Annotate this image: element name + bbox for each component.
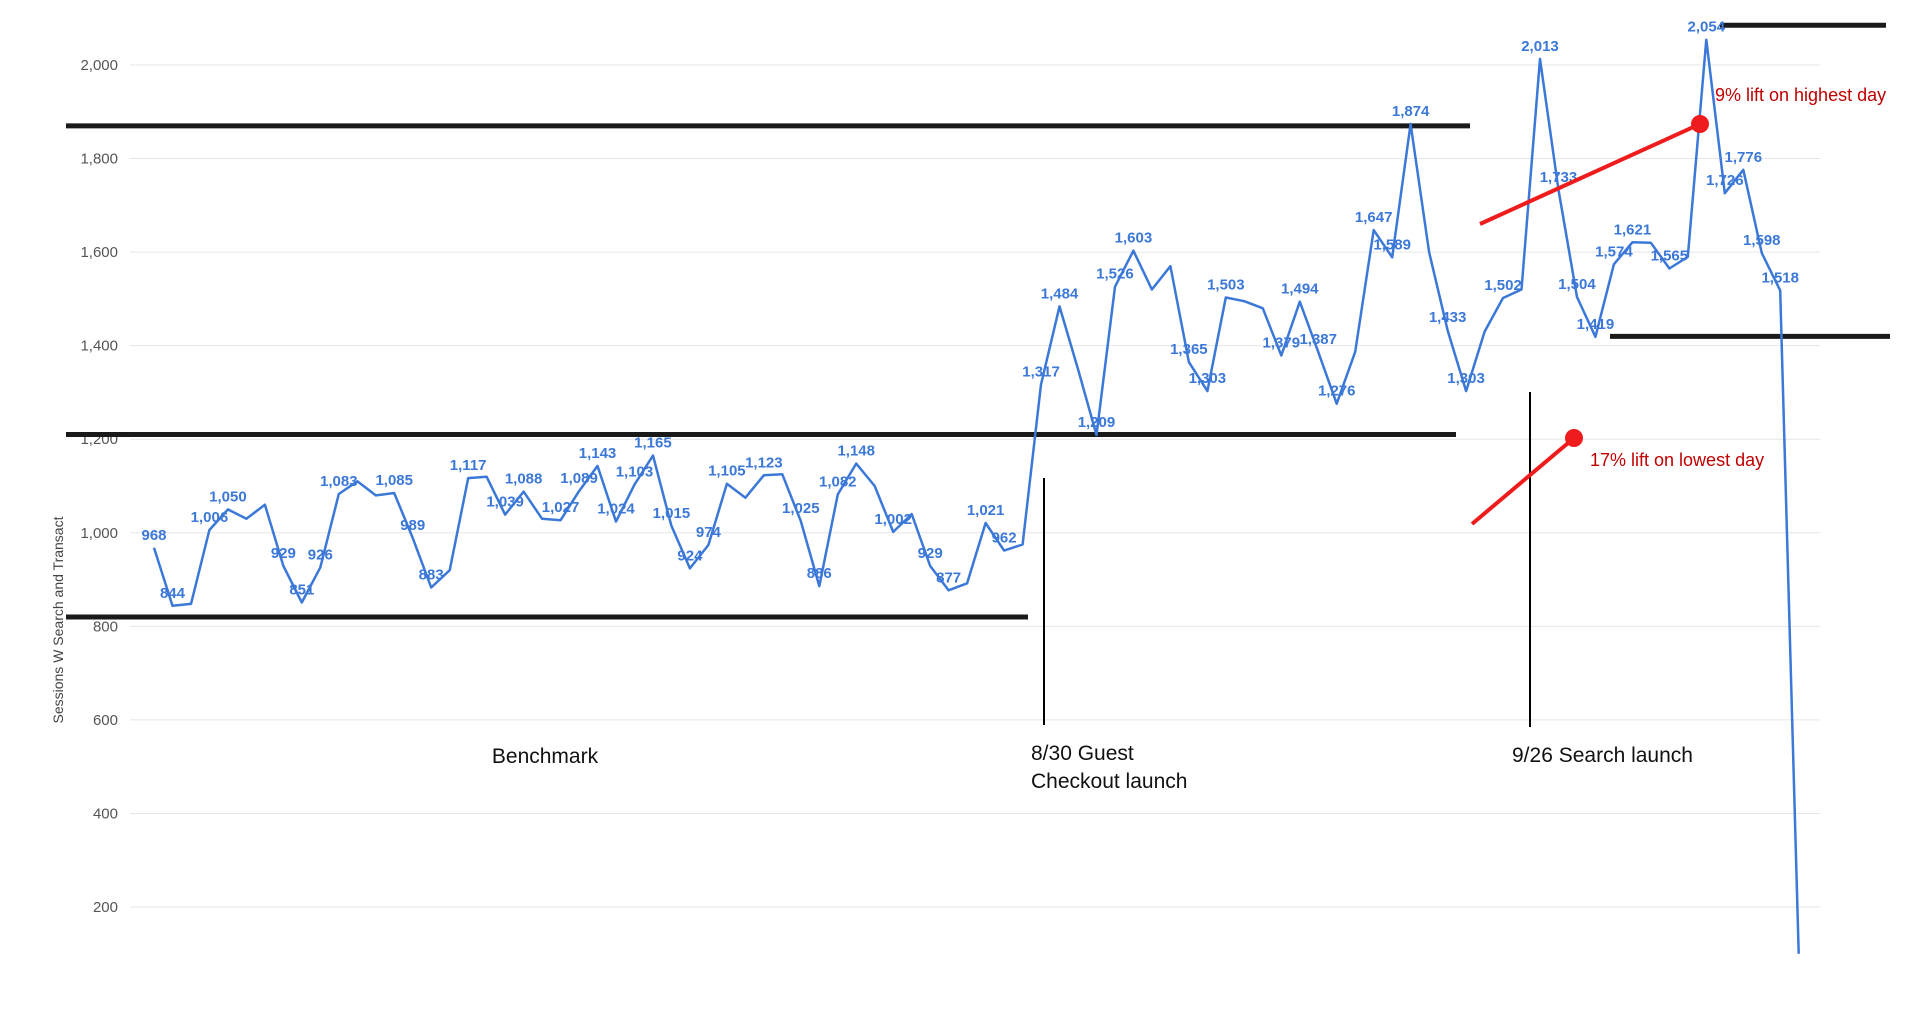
annotation-lift-highest: 9% lift on highest day (1715, 85, 1886, 105)
data-label: 1,433 (1429, 309, 1467, 326)
data-label: 1,365 (1170, 341, 1208, 358)
data-label: 1,006 (191, 509, 229, 526)
annotation-guest-checkout-line2: Checkout launch (1031, 770, 1187, 793)
data-label: 1,143 (579, 445, 617, 462)
y-tick-label: 1,600 (80, 244, 118, 261)
data-label: 1,083 (320, 473, 358, 490)
data-label: 1,874 (1392, 103, 1430, 120)
lift-line-lowest (1470, 436, 1576, 526)
data-label: 1,148 (837, 443, 875, 460)
data-label: 1,123 (745, 454, 783, 471)
data-labels: 968 844 1,006 1,050 929 851 926 1,083 1,085 989 88… (141, 19, 1799, 602)
data-label: 1,484 (1041, 285, 1079, 302)
data-label: 1,085 (375, 472, 413, 489)
data-label: 1,103 (616, 464, 654, 481)
reference-lines (66, 22, 1890, 620)
data-label: 1,726 (1706, 172, 1744, 189)
data-label: 2,013 (1521, 38, 1559, 55)
data-label: 1,502 (1484, 277, 1522, 294)
data-label: 1,039 (486, 494, 524, 511)
data-label: 886 (807, 565, 832, 582)
data-label: 844 (160, 585, 186, 602)
data-label: 1,082 (819, 473, 857, 490)
data-label: 1,317 (1022, 364, 1060, 381)
data-label: 1,565 (1651, 247, 1689, 264)
annotation-benchmark: Benchmark (492, 745, 599, 768)
series-line (152, 38, 1800, 954)
data-label: 1,526 (1096, 266, 1134, 283)
y-axis-label: Sessions W Search and Transact (50, 516, 66, 723)
data-label: 1,503 (1207, 276, 1245, 293)
y-tick-label: 2,000 (80, 57, 118, 74)
launch-markers (1043, 392, 1531, 727)
data-label: 1,518 (1761, 269, 1799, 286)
data-label: 974 (696, 524, 722, 541)
data-label: 1,089 (560, 470, 598, 487)
data-label: 1,105 (708, 463, 746, 480)
data-label: 1,021 (967, 502, 1005, 519)
data-label: 1,088 (505, 471, 543, 488)
data-label: 1,621 (1614, 221, 1652, 238)
data-label: 1,024 (597, 501, 635, 518)
data-label: 1,002 (874, 511, 912, 528)
data-label: 1,117 (450, 457, 487, 474)
data-label: 968 (141, 527, 166, 544)
data-label: 1,387 (1299, 331, 1337, 348)
lift-dot-lowest (1565, 429, 1583, 447)
data-label: 1,015 (653, 505, 691, 522)
data-label: 989 (400, 517, 425, 534)
y-tick-label: 1,000 (80, 525, 118, 542)
data-label: 1,027 (542, 499, 580, 516)
y-tick-label: 200 (93, 899, 118, 916)
data-label: 929 (918, 545, 943, 562)
data-label: 1,276 (1318, 383, 1356, 400)
lift-line-highest (1479, 122, 1701, 226)
data-label: 962 (992, 530, 1017, 547)
data-label: 1,589 (1373, 236, 1411, 253)
y-tick-label: 1,400 (80, 338, 118, 355)
data-label: 1,494 (1281, 281, 1319, 298)
annotation-guest-checkout-line1: 8/30 Guest (1031, 742, 1134, 765)
data-label: 851 (289, 582, 314, 599)
lift-indicators (1470, 115, 1709, 526)
data-label: 1,379 (1263, 335, 1301, 352)
annotation-search-launch: 9/26 Search launch (1512, 744, 1693, 767)
data-label: 1,303 (1189, 370, 1227, 387)
y-tick-label: 1,800 (80, 151, 118, 168)
data-label: 1,733 (1540, 169, 1578, 186)
data-label: 1,025 (782, 500, 820, 517)
data-label: 1,647 (1355, 209, 1393, 226)
data-label: 1,419 (1577, 316, 1615, 333)
lift-dot-highest (1691, 115, 1709, 133)
data-label: 1,209 (1078, 414, 1116, 431)
data-label: 924 (677, 547, 703, 564)
data-label: 1,050 (209, 488, 247, 505)
data-label: 877 (936, 569, 961, 586)
data-label: 1,574 (1595, 243, 1633, 260)
data-label: 929 (271, 545, 296, 562)
series-polyline (152, 38, 1800, 954)
data-label: 1,303 (1447, 370, 1485, 387)
data-label: 1,598 (1743, 232, 1781, 249)
data-label: 926 (308, 546, 333, 563)
data-label: 1,504 (1558, 276, 1596, 293)
data-label: 1,603 (1115, 230, 1153, 247)
y-tick-label: 800 (93, 618, 118, 635)
y-axis-ticks: 2004006008001,0001,2001,4001,6001,8002,0… (80, 57, 118, 916)
y-tick-label: 400 (93, 805, 118, 822)
y-tick-label: 600 (93, 712, 118, 729)
data-label: 883 (419, 567, 444, 584)
data-label: 1,776 (1725, 149, 1763, 166)
data-label: 1,165 (634, 435, 672, 452)
annotation-lift-lowest: 17% lift on lowest day (1590, 450, 1764, 470)
data-label: 2,054 (1688, 19, 1726, 36)
